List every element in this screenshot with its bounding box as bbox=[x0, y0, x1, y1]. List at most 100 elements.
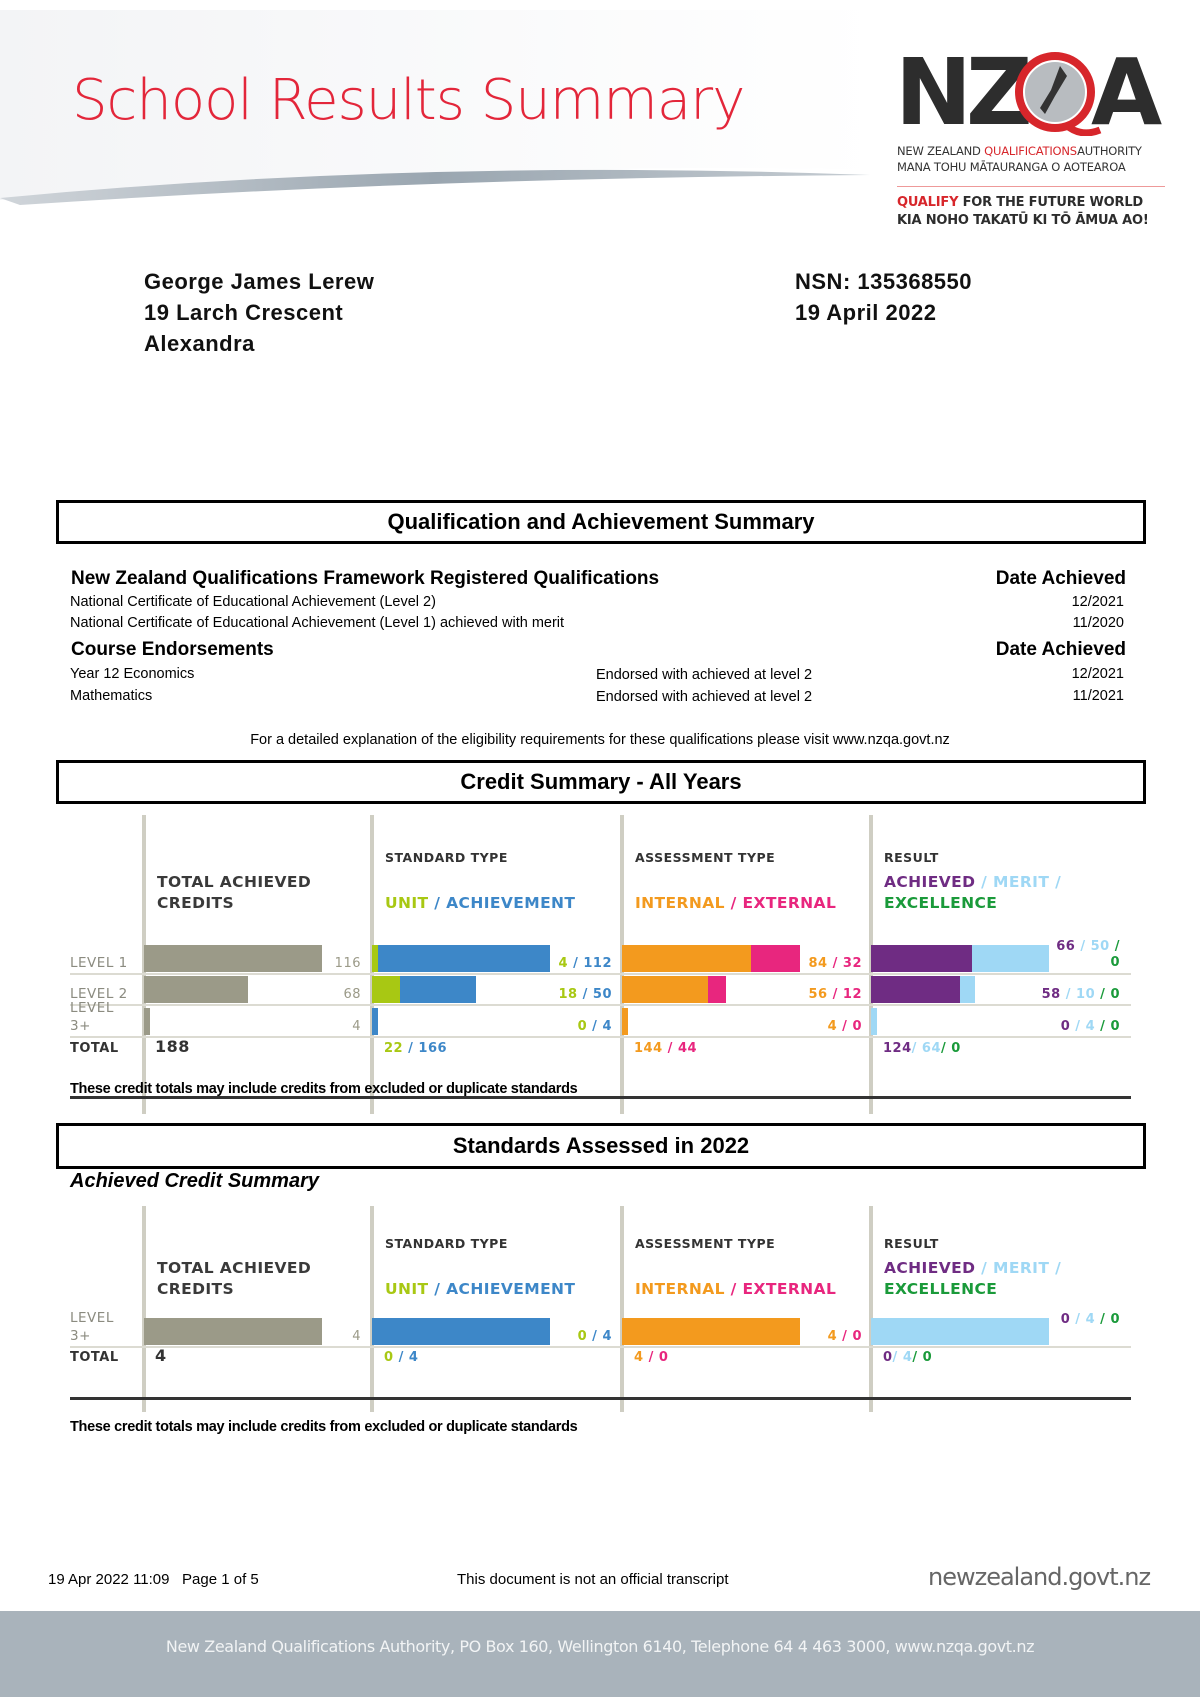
value-internal: 56 bbox=[808, 987, 828, 1002]
total-result: 0/ 4/ 0 bbox=[883, 1350, 932, 1365]
section-header-qualification: Qualification and Achievement Summary bbox=[56, 500, 1146, 544]
address-line-2: Alexandra bbox=[144, 331, 255, 356]
endorsement-date: 12/2021 bbox=[1071, 666, 1124, 682]
separator: / bbox=[827, 956, 843, 971]
total-achievement: 4 bbox=[408, 1350, 419, 1365]
label-assessment-type: 84 / 32 bbox=[809, 956, 863, 972]
separator: / bbox=[975, 873, 994, 891]
value-internal: 4 bbox=[827, 1019, 838, 1034]
total-assessment-type: 4 / 0 bbox=[634, 1350, 668, 1365]
credit-totals-note: These credit totals may include credits … bbox=[70, 1081, 578, 1097]
column-divider bbox=[620, 1206, 624, 1412]
credit-totals-note: These credit totals may include credits … bbox=[70, 1419, 578, 1435]
bar-unit bbox=[372, 976, 400, 1003]
eligibility-note: For a detailed explanation of the eligib… bbox=[250, 732, 950, 748]
value-external: 0 bbox=[852, 1019, 862, 1034]
separator: / bbox=[577, 987, 593, 1002]
qualification-name: National Certificate of Educational Achi… bbox=[70, 615, 565, 631]
label-result: 0 / 4 / 0 bbox=[1053, 1312, 1120, 1328]
logo-text: QUALIFICATIONS bbox=[984, 144, 1078, 158]
legend-achieved: ACHIEVED bbox=[884, 873, 976, 891]
level-label: LEVEL 3+ bbox=[70, 1310, 114, 1344]
separator: / bbox=[568, 956, 584, 971]
qualification-date: 11/2020 bbox=[1072, 615, 1124, 631]
endorsement-type: Endorsed with achieved at level 2 bbox=[596, 667, 813, 683]
row-divider bbox=[70, 1346, 1131, 1348]
page-title: School Results Summary bbox=[72, 68, 745, 133]
total-credits-value: 4 bbox=[155, 1346, 167, 1365]
separator: / bbox=[428, 894, 447, 912]
legend-unit: UNIT bbox=[385, 894, 429, 912]
legend-external: EXTERNAL bbox=[742, 894, 837, 912]
bar-external bbox=[750, 945, 800, 972]
bar-total bbox=[144, 945, 322, 972]
bar-achievement bbox=[378, 945, 550, 972]
footer-bar: New Zealand Qualifications Authority, PO… bbox=[0, 1611, 1200, 1697]
footer-address: New Zealand Qualifications Authority, PO… bbox=[165, 1637, 1035, 1656]
bar-achieved bbox=[871, 945, 973, 972]
separator: / bbox=[827, 987, 843, 1002]
bar-achievement bbox=[399, 976, 477, 1003]
bar-total bbox=[144, 1318, 322, 1345]
logo-text: AUTHORITY bbox=[1077, 144, 1142, 158]
value-excellence: 0 bbox=[1110, 987, 1120, 1002]
value-unit: 4 bbox=[558, 956, 569, 971]
total-excellence: 0 bbox=[951, 1041, 961, 1056]
standard-type-header: STANDARD TYPE bbox=[385, 1236, 508, 1251]
footer-timestamp: 19 Apr 2022 11:09 Page 1 of 5 bbox=[48, 1571, 259, 1588]
label-result: 66 / 50 / 0 bbox=[1053, 939, 1120, 971]
bar-achieved bbox=[871, 976, 960, 1003]
value-excellence: 0 bbox=[1110, 1019, 1120, 1034]
result-legend: ACHIEVED / MERIT / EXCELLENCE bbox=[884, 872, 1084, 914]
value-excellence: 0 bbox=[1110, 955, 1120, 970]
value-excellence: 0 bbox=[1110, 1312, 1120, 1327]
separator: / bbox=[1070, 1019, 1086, 1034]
value-external: 32 bbox=[842, 956, 862, 971]
svg-text:A: A bbox=[1091, 46, 1162, 136]
bar-merit bbox=[972, 945, 1049, 972]
bar-internal bbox=[622, 1318, 800, 1345]
bar-merit bbox=[871, 1008, 878, 1035]
result-header: RESULT bbox=[884, 850, 939, 865]
legend-achievement: ACHIEVEMENT bbox=[446, 1280, 576, 1298]
value-merit: 4 bbox=[1085, 1312, 1096, 1327]
separator: / bbox=[1095, 1019, 1111, 1034]
total-achieved: 0 bbox=[883, 1350, 893, 1365]
separator: / bbox=[837, 1329, 853, 1344]
bar-internal bbox=[622, 945, 751, 972]
header-swoosh bbox=[0, 10, 880, 205]
value-internal: 84 bbox=[808, 956, 828, 971]
legend-unit: UNIT bbox=[385, 1280, 429, 1298]
total-standard-type: 0 / 4 bbox=[384, 1350, 418, 1365]
achieved-credit-summary-title: Achieved Credit Summary bbox=[70, 1170, 319, 1192]
separator: / bbox=[1070, 1312, 1086, 1327]
endorsements-heading: Course Endorsements bbox=[71, 639, 274, 660]
footer-disclaimer: This document is not an official transcr… bbox=[457, 1571, 729, 1588]
separator: / bbox=[941, 1041, 952, 1056]
bar-unit bbox=[372, 945, 379, 972]
label-total: 4 bbox=[352, 1019, 361, 1034]
label-standard-type: 18 / 50 bbox=[559, 987, 613, 1003]
value-unit: 0 bbox=[577, 1329, 588, 1344]
logo-text: NEW ZEALAND bbox=[897, 144, 985, 158]
credit-summary-chart: TOTAL ACHIEVED CREDITS STANDARD TYPE ASSES… bbox=[0, 815, 1200, 1115]
separator: / bbox=[1095, 987, 1111, 1002]
legend-internal: INTERNAL bbox=[635, 894, 725, 912]
label-standard-type: 0 / 4 bbox=[578, 1329, 612, 1345]
column-divider bbox=[370, 1206, 374, 1412]
nzqa-logo: NZ A NEW ZEALAND QUALIFICATIONSAUTHORITY… bbox=[895, 40, 1175, 240]
value-external: 0 bbox=[852, 1329, 862, 1344]
level-label: LEVEL 2 bbox=[70, 986, 128, 1002]
total-credits-header: TOTAL ACHIEVED CREDITS bbox=[157, 1259, 312, 1298]
value-merit: 50 bbox=[1090, 939, 1110, 954]
standard-type-legend: UNIT / ACHIEVEMENT bbox=[385, 1279, 575, 1300]
separator: / bbox=[643, 1350, 659, 1365]
separator: / bbox=[403, 1041, 419, 1056]
separator: / bbox=[1060, 987, 1077, 1002]
value-achieved: 0 bbox=[1060, 1019, 1071, 1034]
bar-external bbox=[707, 976, 727, 1003]
endorsement-type: Endorsed with achieved at level 2 bbox=[596, 689, 813, 705]
total-achievement: 166 bbox=[418, 1041, 448, 1056]
value-achieved: 0 bbox=[1060, 1312, 1071, 1327]
